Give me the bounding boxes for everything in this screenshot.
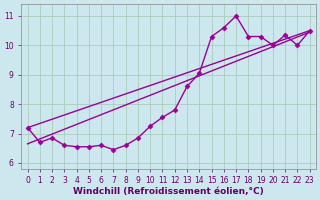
X-axis label: Windchill (Refroidissement éolien,°C): Windchill (Refroidissement éolien,°C): [73, 187, 264, 196]
